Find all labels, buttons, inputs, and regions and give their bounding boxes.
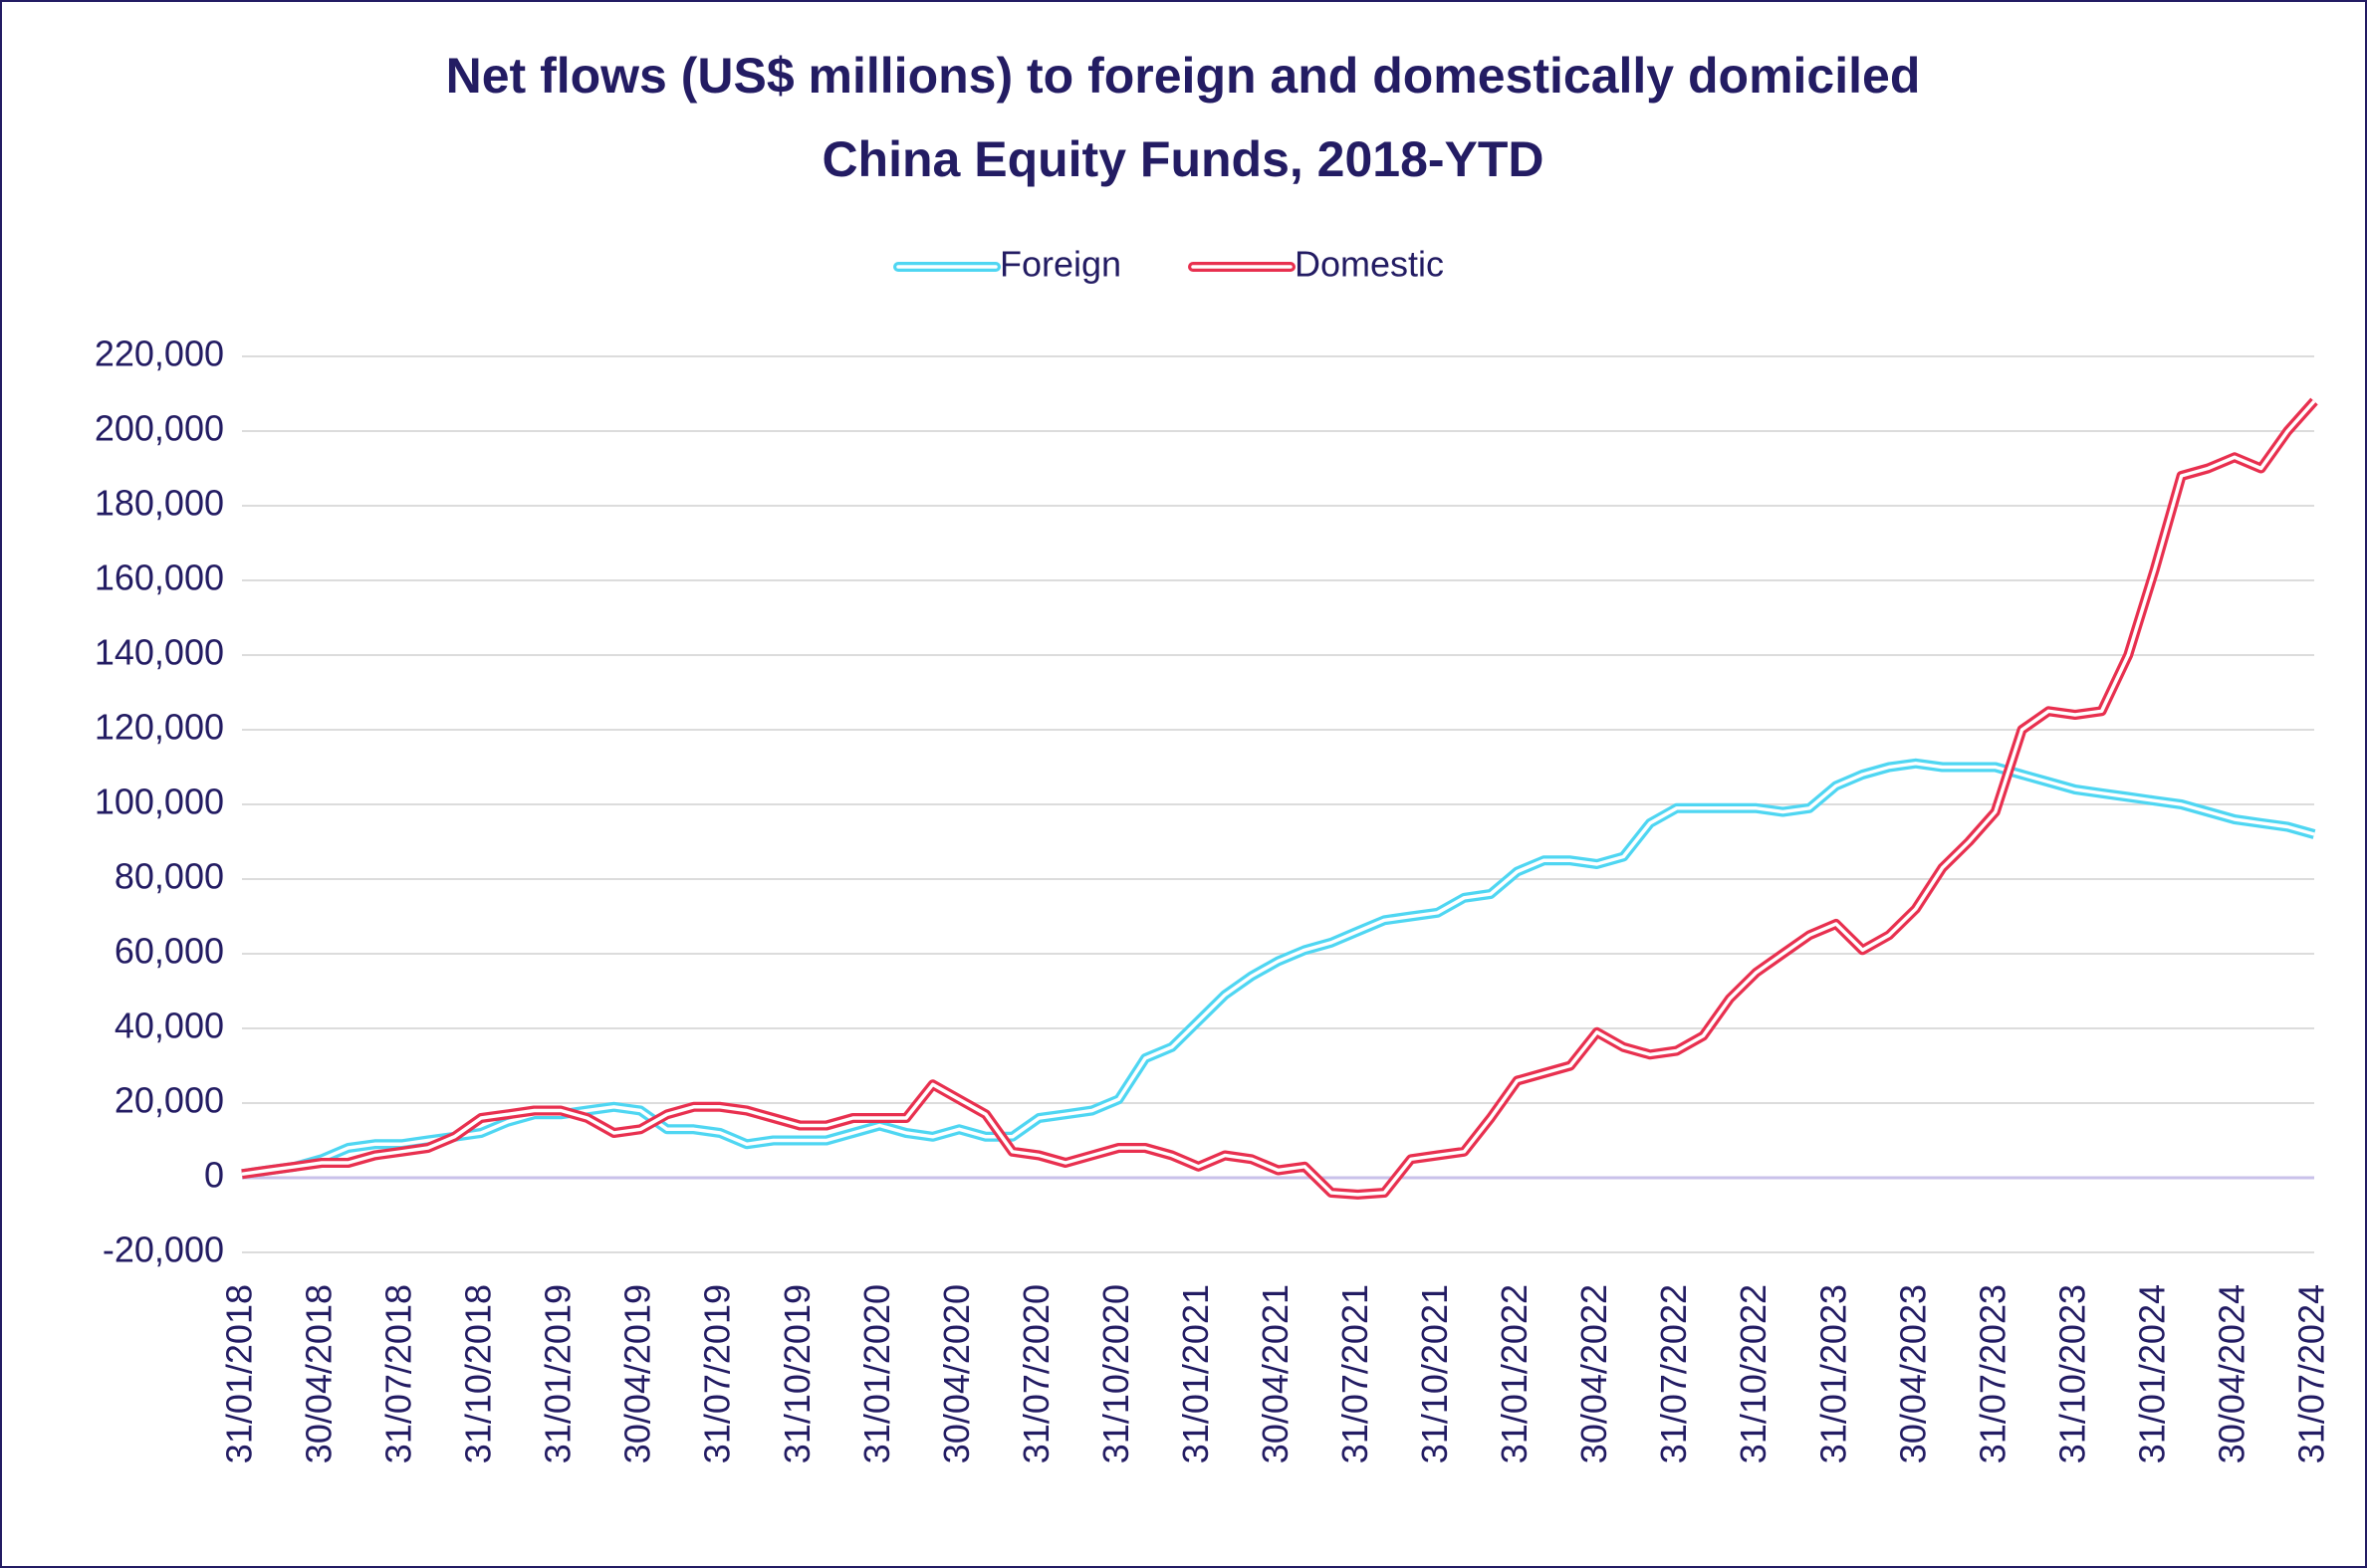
y-tick-label: 220,000 [95,334,224,374]
y-tick-label: 20,000 [115,1080,224,1121]
line-highlight [241,399,2316,1197]
y-tick-label: 60,000 [115,931,224,972]
line-highlight [241,762,2315,1177]
y-tick-label: 80,000 [115,856,224,897]
y-tick-label: 100,000 [95,782,224,822]
x-tick-label: 31/07/2024 [2291,1284,2332,1463]
legend-label: Foreign [1000,244,1121,285]
y-tick-label: 160,000 [95,558,224,598]
x-tick-label: 30/04/2023 [1892,1284,1933,1463]
x-tick-label: 31/01/2023 [1812,1284,1853,1463]
x-tick-label: 31/07/2020 [1016,1284,1057,1463]
x-tick-label: 31/01/2022 [1494,1284,1535,1463]
y-tick-label: 200,000 [95,408,224,449]
x-tick-label: 30/04/2018 [299,1284,340,1463]
y-tick-label: -20,000 [103,1230,224,1270]
x-tick-label: 30/04/2021 [1255,1284,1296,1463]
x-tick-label: 31/10/2020 [1095,1284,1136,1463]
x-tick-label: 31/10/2023 [2051,1284,2092,1463]
x-tick-label: 30/04/2024 [2211,1284,2251,1463]
x-tick-label: 30/04/2022 [1573,1284,1614,1463]
x-tick-label: 31/01/2021 [1175,1284,1216,1463]
x-tick-label: 31/07/2021 [1334,1284,1375,1463]
y-tick-label: 0 [204,1155,224,1196]
x-tick-label: 30/04/2019 [617,1284,658,1463]
x-tick-label: 31/07/2022 [1653,1284,1694,1463]
x-tick-label: 31/10/2022 [1733,1284,1774,1463]
x-tick-label: 31/07/2018 [378,1284,419,1463]
x-tick-label: 31/07/2019 [697,1284,738,1463]
x-tick-label: 31/01/2019 [538,1284,579,1463]
x-tick-label: 31/01/2024 [2131,1284,2172,1463]
y-tick-label: 180,000 [95,483,224,524]
chart-title: Net flows (US$ millions) to foreign and … [446,48,1921,104]
y-tick-label: 140,000 [95,632,224,673]
x-tick-label: 31/10/2021 [1414,1284,1455,1463]
x-tick-label: 30/04/2020 [936,1284,977,1463]
x-tick-label: 31/01/2018 [219,1284,260,1463]
x-tick-label: 31/10/2018 [458,1284,499,1463]
legend-label: Domestic [1295,244,1444,285]
y-tick-label: 120,000 [95,707,224,748]
chart-title: China Equity Funds, 2018-YTD [822,131,1543,187]
x-tick-label: 31/10/2019 [777,1284,818,1463]
y-tick-label: 40,000 [115,1006,224,1046]
x-tick-label: 31/01/2020 [856,1284,897,1463]
x-tick-label: 31/07/2023 [1972,1284,2012,1463]
